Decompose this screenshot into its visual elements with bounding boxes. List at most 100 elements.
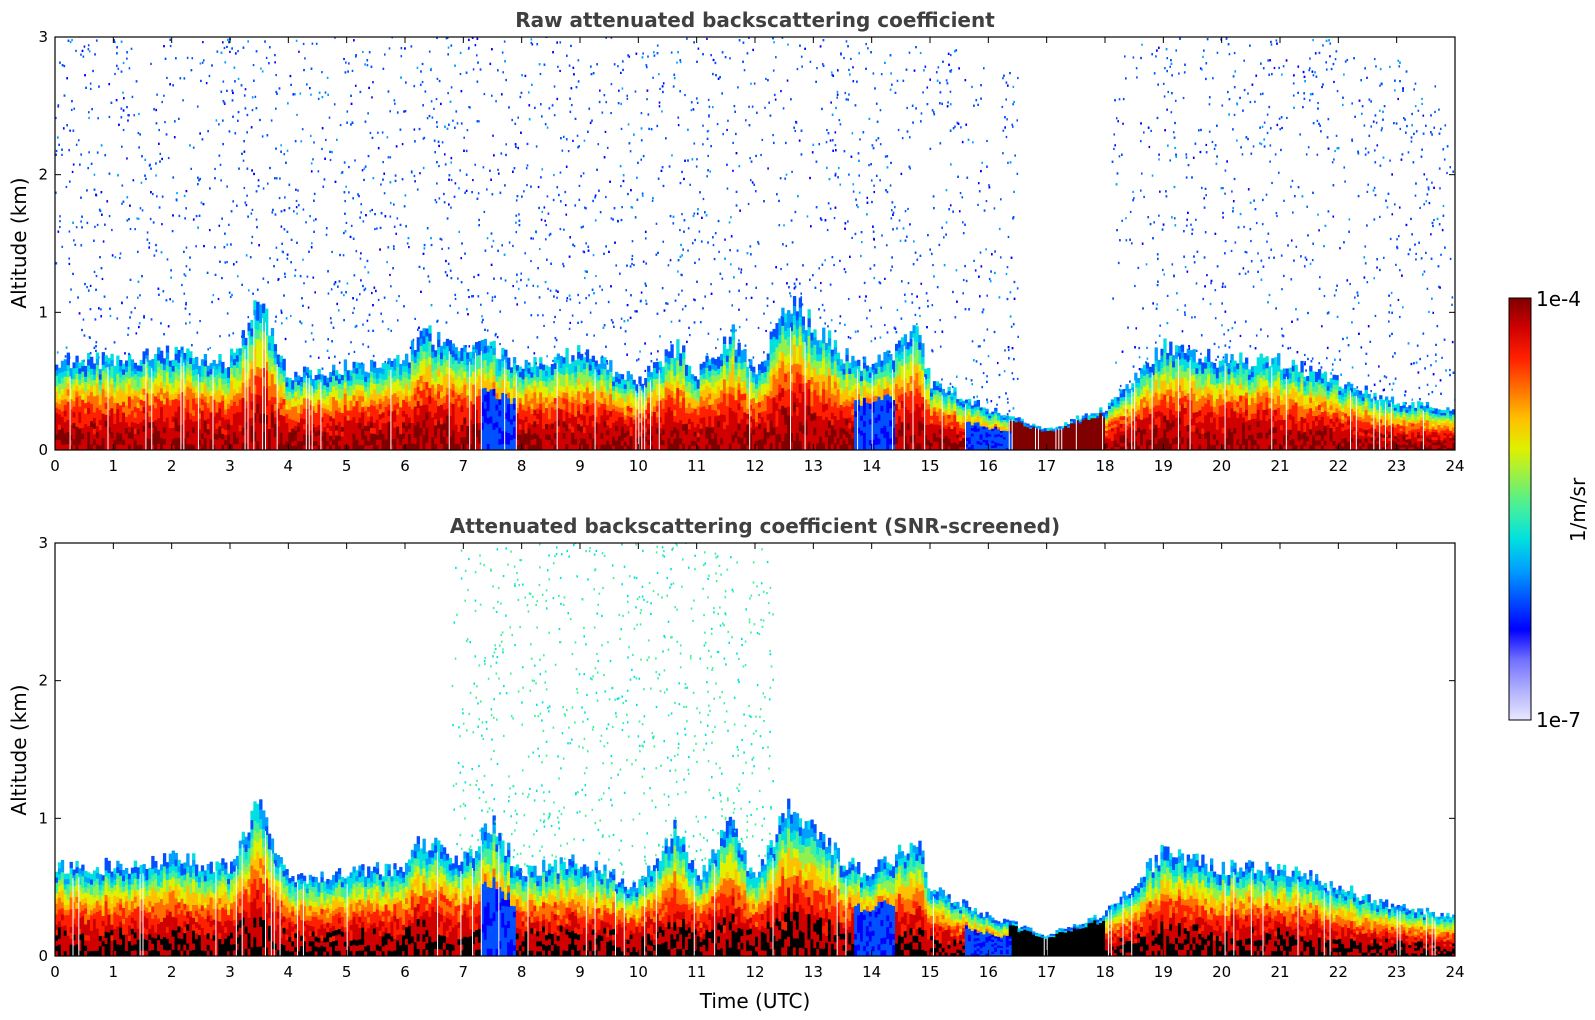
heatmap-cell xyxy=(174,346,178,354)
heatmap-cell xyxy=(130,376,135,383)
heatmap-cell xyxy=(755,416,759,422)
heatmap-cell xyxy=(539,392,543,399)
heatmap-cell xyxy=(55,401,59,408)
heatmap-cell xyxy=(165,397,170,405)
heatmap-cell xyxy=(454,430,458,438)
heatmap-cell xyxy=(419,338,423,347)
heatmap-cell xyxy=(483,366,488,374)
heatmap-cell xyxy=(66,352,70,360)
heatmap-cell xyxy=(343,359,348,366)
heatmap-cell xyxy=(305,444,310,450)
heatmap-cell xyxy=(69,439,73,446)
heatmap-cell xyxy=(475,348,479,356)
heatmap-cell xyxy=(833,340,838,348)
heatmap-gap xyxy=(320,381,322,450)
heatmap-cell xyxy=(921,356,925,364)
heatmap-cell xyxy=(256,357,260,368)
heatmap-cell xyxy=(542,369,546,376)
heatmap-cell xyxy=(148,405,152,412)
heatmap-cell xyxy=(626,420,630,426)
heatmap-cell xyxy=(798,373,803,384)
heatmap-cell xyxy=(725,412,730,419)
heatmap-cell xyxy=(437,346,441,355)
heatmap-cell xyxy=(807,423,811,433)
heatmap-cell xyxy=(515,444,520,450)
heatmap-cell xyxy=(810,369,814,378)
heatmap-cell xyxy=(655,389,660,396)
heatmap-cell xyxy=(483,387,488,395)
heatmap-cell xyxy=(932,432,937,438)
heatmap-cell xyxy=(877,354,881,361)
heatmap-cell xyxy=(291,393,295,399)
heatmap-cell xyxy=(259,322,263,333)
heatmap-cell xyxy=(486,430,490,438)
heatmap-cell xyxy=(842,433,846,440)
heatmap-cell xyxy=(171,433,175,440)
heatmap-cell xyxy=(78,411,82,418)
heatmap-cell xyxy=(323,412,327,418)
heatmap-cell xyxy=(349,370,353,376)
heatmap-cell xyxy=(757,423,762,429)
heatmap-cell xyxy=(390,427,394,434)
heatmap-cell xyxy=(413,362,418,370)
heatmap-cell xyxy=(807,441,811,450)
heatmap-cell xyxy=(370,444,374,450)
heatmap-cell xyxy=(472,390,476,398)
heatmap-cell xyxy=(396,432,400,439)
heatmap-cell xyxy=(419,375,423,384)
heatmap-cell xyxy=(839,444,843,450)
heatmap-cell xyxy=(396,426,400,433)
heatmap-cell xyxy=(819,408,823,417)
heatmap-cell xyxy=(87,443,91,450)
heatmap-cell xyxy=(746,372,750,378)
heatmap-cell xyxy=(915,426,919,435)
heatmap-cell xyxy=(553,409,558,416)
heatmap-cell xyxy=(84,413,88,419)
heatmap-cell xyxy=(113,434,117,440)
heatmap-cell xyxy=(247,418,251,427)
heatmap-cell xyxy=(469,364,473,371)
heatmap-cell xyxy=(116,444,120,450)
heatmap-cell xyxy=(553,362,558,369)
heatmap-cell xyxy=(816,443,820,450)
heatmap-cell xyxy=(807,397,811,407)
heatmap-cell xyxy=(734,443,738,450)
heatmap-cell xyxy=(766,419,770,427)
heatmap-cell xyxy=(944,396,948,401)
heatmap-cell xyxy=(679,359,683,366)
heatmap-cell xyxy=(515,386,520,393)
heatmap-cell xyxy=(457,400,461,408)
heatmap-cell xyxy=(833,346,838,355)
heatmap-cell xyxy=(714,370,718,377)
heatmap-cell xyxy=(594,377,598,384)
heatmap-cell xyxy=(641,433,645,438)
heatmap-cell xyxy=(606,439,610,446)
heatmap-cell xyxy=(912,364,916,373)
heatmap-cell xyxy=(932,394,937,399)
heatmap-cell xyxy=(407,406,412,413)
heatmap-cell xyxy=(63,432,68,440)
heatmap-cell xyxy=(466,388,470,396)
heatmap-cell xyxy=(410,360,415,369)
heatmap-cell xyxy=(279,408,283,416)
heatmap-cell xyxy=(460,354,464,362)
heatmap-cell xyxy=(851,391,855,398)
heatmap-cell xyxy=(230,443,234,450)
heatmap-cell xyxy=(606,414,610,421)
heatmap-cell xyxy=(629,397,633,404)
heatmap-cell xyxy=(66,401,70,408)
heatmap-cell xyxy=(326,404,330,410)
heatmap-cell xyxy=(924,434,928,441)
heatmap-cell xyxy=(760,433,765,440)
heatmap-cell xyxy=(682,351,686,359)
heatmap-cell xyxy=(416,435,420,444)
heatmap-cell xyxy=(259,304,263,314)
heatmap-cell xyxy=(787,327,791,337)
heatmap-gap xyxy=(480,350,482,450)
heatmap-cell xyxy=(148,410,152,417)
heatmap-cell xyxy=(801,391,805,401)
heatmap-cell xyxy=(259,404,263,415)
heatmap-cell xyxy=(323,408,327,414)
heatmap-cell xyxy=(492,368,496,376)
heatmap-cell xyxy=(877,438,881,445)
